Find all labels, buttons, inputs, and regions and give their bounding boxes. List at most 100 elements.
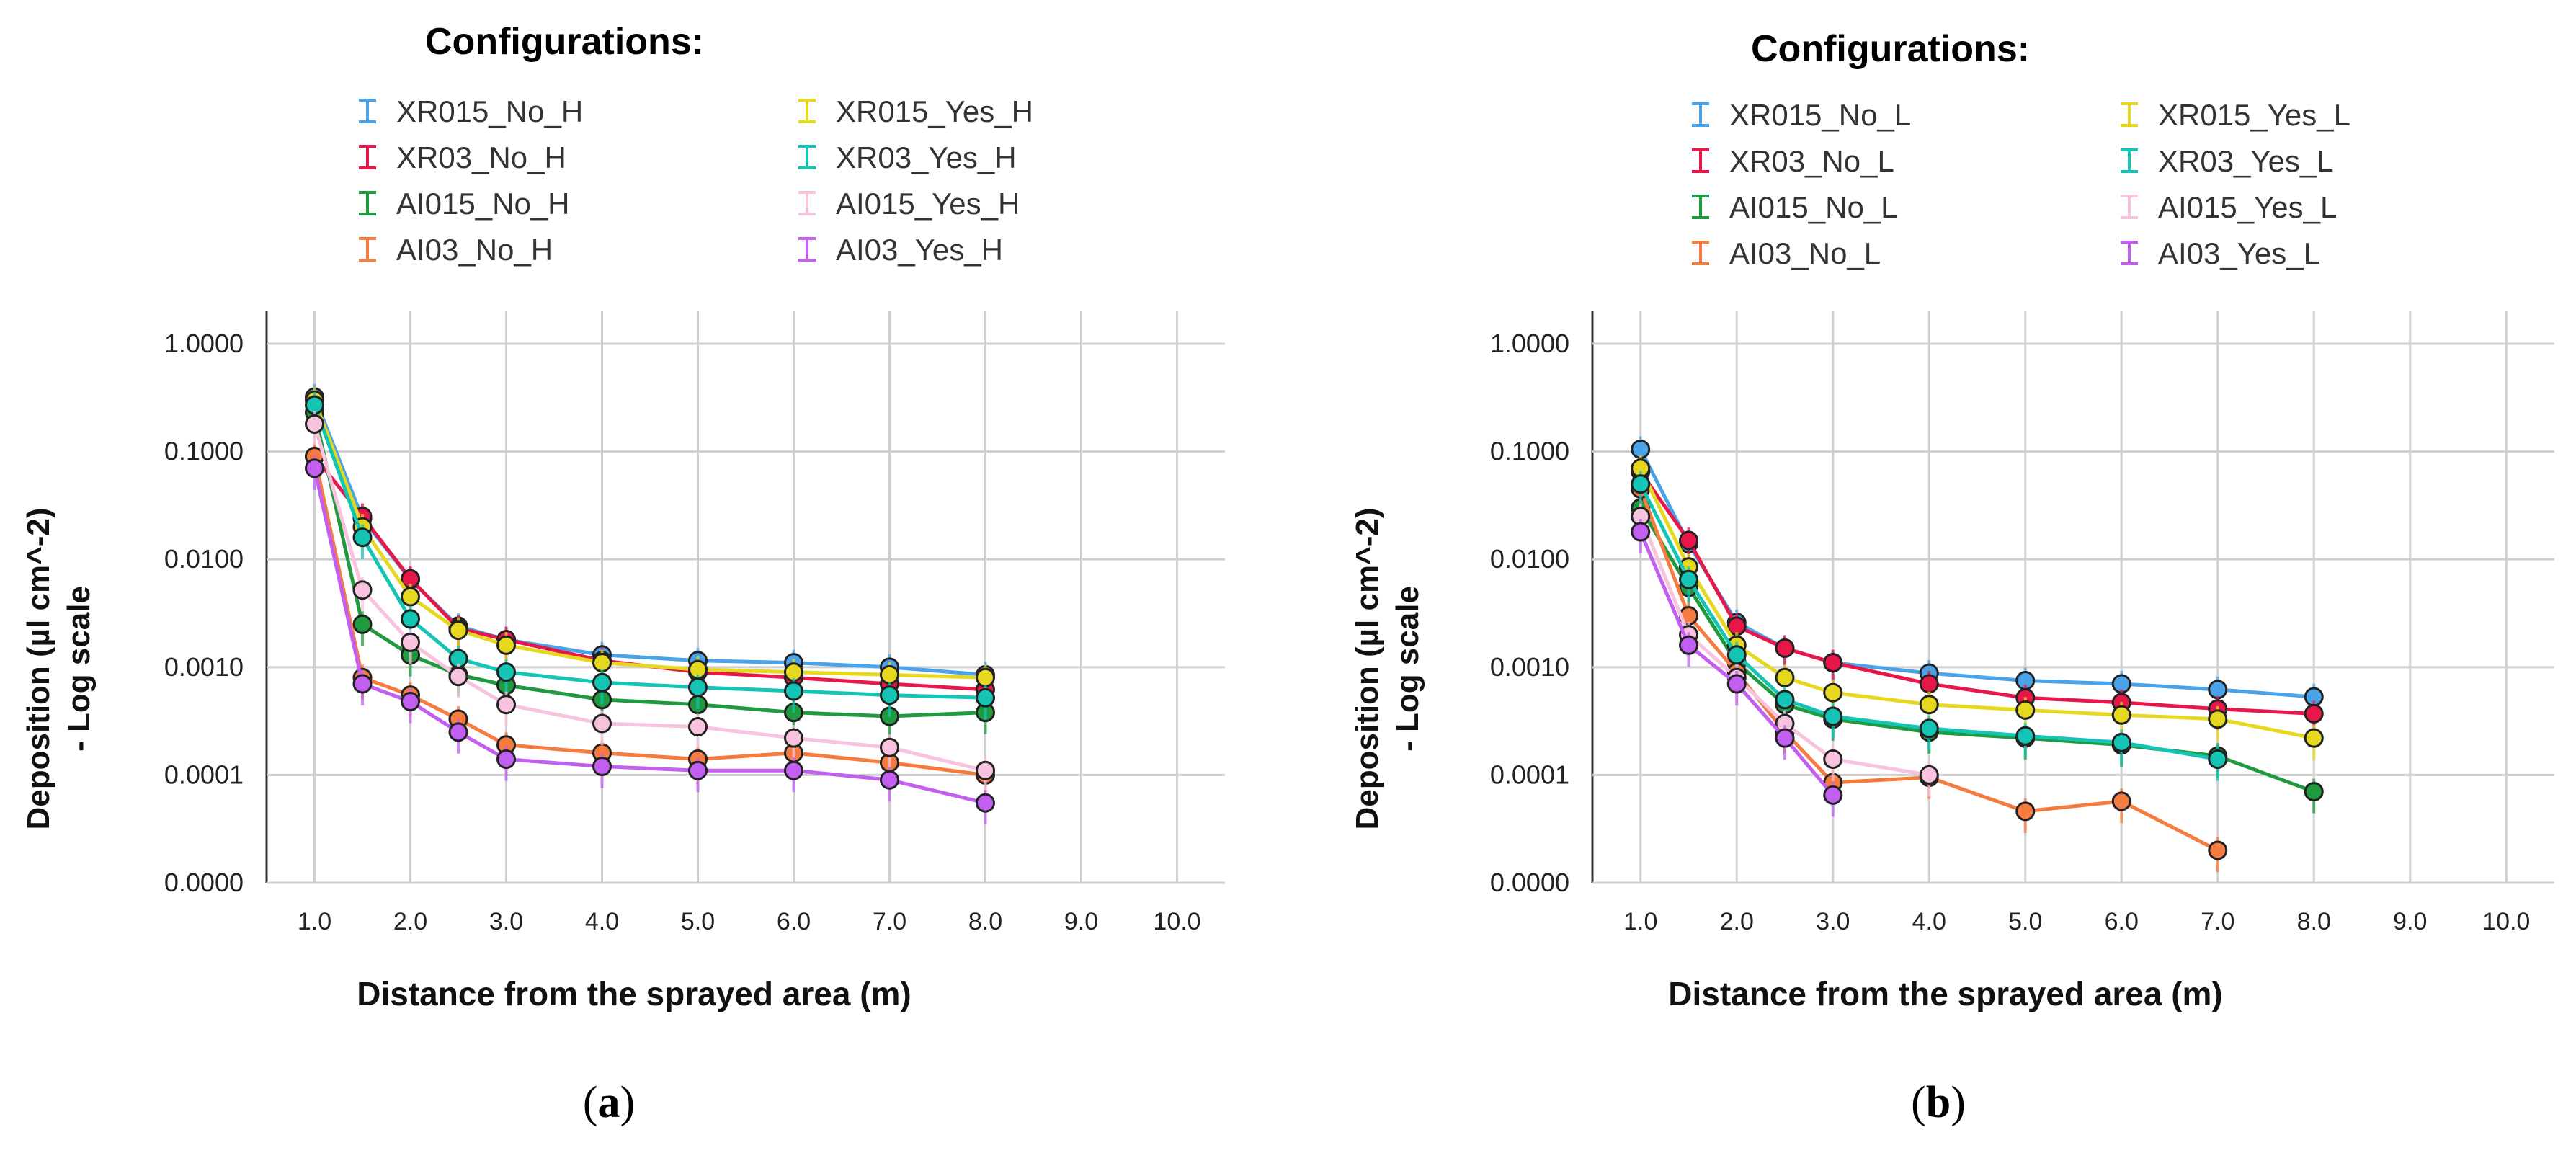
data-point: [1775, 690, 1795, 710]
data-point: [2111, 705, 2131, 725]
x-tick-label: 6.0: [2105, 908, 2139, 935]
y-tick-label: 1.0000: [164, 329, 244, 358]
data-point: [352, 527, 373, 548]
x-tick-label: 6.0: [777, 908, 811, 935]
y-axis-label-line1: Deposition (µl cm^-2): [21, 507, 56, 829]
legend-title: Configurations:: [425, 21, 704, 63]
legend-label: XR03_Yes_L: [2158, 144, 2334, 178]
legend-label: AI015_No_H: [396, 187, 570, 221]
data-point: [1919, 674, 1939, 694]
y-tick-label: 1.0000: [1490, 329, 1569, 358]
legend-item-ai03-no-h: AI03_No_H: [359, 233, 553, 267]
data-point: [401, 587, 420, 607]
data-point: [448, 667, 468, 687]
legend-item-xr015-yes-l: XR015_Yes_L: [2121, 98, 2350, 132]
y-tick-label: 0.0010: [1490, 652, 1569, 682]
series-ai03-yes-h: [305, 455, 995, 825]
y-axis-label-line1: Deposition (µl cm^-2): [1350, 507, 1385, 829]
data-point: [688, 677, 708, 698]
series-line: [313, 455, 986, 777]
data-point: [1823, 682, 1843, 703]
data-point: [592, 713, 612, 734]
data-point: [2208, 840, 2228, 860]
legend-item-xr03-yes-l: XR03_Yes_L: [2121, 144, 2334, 178]
data-point: [448, 620, 468, 641]
legend-label: XR03_No_H: [396, 141, 566, 174]
x-tick-label: 2.0: [1720, 908, 1754, 935]
data-point: [1823, 706, 1843, 726]
x-tick-label: 10.0: [1153, 908, 1200, 935]
data-point: [1726, 645, 1747, 665]
data-point: [2208, 709, 2228, 729]
legend-item-ai03-yes-h: AI03_Yes_H: [798, 233, 1003, 267]
data-point: [784, 728, 803, 748]
data-point: [352, 614, 373, 634]
x-tick-label: 7.0: [2201, 908, 2234, 935]
data-point: [305, 414, 324, 434]
legend-item-ai015-no-h: AI015_No_H: [359, 187, 570, 221]
data-point: [1775, 728, 1795, 748]
legend-label: AI015_No_L: [1729, 190, 1898, 224]
x-axis-label: Distance from the sprayed area (m): [1668, 975, 2223, 1012]
y-tick-label: 0.1000: [1490, 437, 1569, 466]
series-line: [1639, 467, 2314, 740]
x-tick-label: 9.0: [2393, 908, 2427, 935]
x-tick-label: 4.0: [585, 908, 619, 935]
data-point: [2304, 728, 2324, 748]
x-tick-label: 5.0: [2008, 908, 2042, 935]
y-tick-label: 0.0000: [164, 868, 244, 897]
data-point: [592, 653, 612, 673]
data-point: [1679, 569, 1698, 589]
y-tick-label: 0.0001: [164, 760, 244, 789]
data-point: [2015, 801, 2036, 822]
data-point: [2015, 726, 2036, 746]
data-point: [2111, 732, 2131, 752]
data-point: [1775, 638, 1795, 658]
panel-a: Configurations: XR015_No_H XR03_No_H AI015…: [21, 21, 1225, 1127]
legend-item-ai03-no-l: AI03_No_L: [1692, 236, 1881, 270]
series-line: [313, 404, 986, 700]
legend-item-ai015-yes-l: AI015_Yes_L: [2121, 190, 2337, 224]
x-tick-label: 2.0: [393, 908, 427, 935]
legend-item-xr03-no-l: XR03_No_L: [1692, 144, 1894, 178]
legend-label: XR015_Yes_L: [2158, 98, 2350, 132]
series-line: [1639, 471, 2314, 716]
series-line: [313, 399, 986, 680]
series-line: [313, 396, 986, 677]
data-point: [496, 695, 516, 715]
x-tick-label: 3.0: [1816, 908, 1850, 935]
data-point: [1631, 522, 1651, 542]
legend-item-xr015-no-l: XR015_No_L: [1692, 98, 1911, 132]
series-xr015-yes-l: [1631, 455, 2324, 760]
y-axis-label-line2: - Log scale: [61, 586, 97, 752]
data-point: [305, 458, 324, 478]
series-line: [313, 411, 986, 718]
data-point: [880, 770, 899, 790]
series-line: [313, 455, 986, 692]
data-point: [496, 749, 516, 770]
series-ai015-yes-h: [305, 411, 995, 793]
data-point: [976, 760, 995, 780]
data-point: [1823, 785, 1843, 805]
x-tick-label: 10.0: [2482, 908, 2530, 935]
legend-label: AI015_Yes_L: [2158, 190, 2337, 224]
data-point: [401, 632, 420, 652]
legend-item-xr03-no-h: XR03_No_H: [359, 141, 566, 174]
data-point: [592, 757, 612, 777]
legend-title: Configurations:: [1751, 28, 2030, 70]
x-tick-label: 4.0: [1912, 908, 1946, 935]
data-point: [1726, 674, 1747, 694]
data-point: [976, 687, 995, 708]
data-point: [1775, 667, 1795, 687]
data-point: [784, 681, 803, 701]
x-tick-label: 8.0: [968, 908, 1002, 935]
x-tick-label: 9.0: [1064, 908, 1098, 935]
data-point: [880, 737, 899, 757]
x-tick-label: 5.0: [681, 908, 715, 935]
data-point: [496, 662, 516, 682]
data-point: [352, 580, 373, 600]
data-point: [592, 672, 612, 693]
data-point: [2111, 791, 2131, 811]
legend: XR015_No_L XR03_No_L AI015_No_L AI03_No_L XR…: [1692, 98, 2350, 270]
